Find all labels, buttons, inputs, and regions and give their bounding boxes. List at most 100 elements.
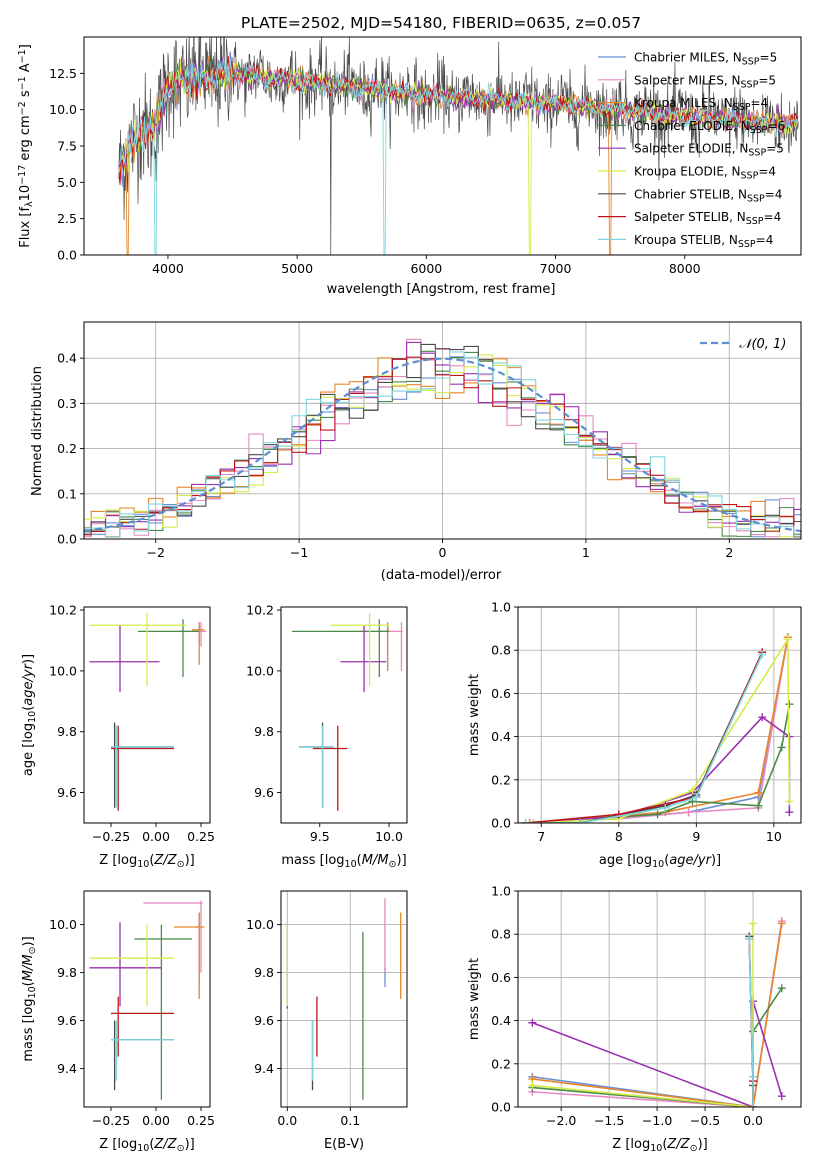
x-axis-label: (data-model)/error (381, 568, 502, 583)
series-point-chabrier-elodie (777, 743, 786, 752)
y-tick-label: 9.6 (254, 785, 274, 800)
y-tick-label: 1.0 (491, 884, 511, 899)
y-tick-label: 0.6 (491, 970, 511, 985)
y-tick-label: 0.0 (57, 248, 77, 263)
plot-layer: 4000 5000 6000 7000 80000.02.55.07.510.012.5… (17, 36, 802, 1154)
x-tick-label: 0.00 (142, 1113, 170, 1128)
y-tick-label: 0.2 (491, 772, 511, 787)
error-bar-chabrier-elodie (134, 924, 192, 1100)
series-point-kroupa-stelib (521, 819, 530, 823)
spectrum-line-kroupa-stelib (118, 57, 799, 255)
x-axis-label: age [log10(age/yr)] (599, 853, 721, 870)
y-tick-label: 9.6 (57, 1013, 77, 1028)
axes-mass-vs-EBV: 0.0 0.1 9.4 9.6 9.8 10.0 E(B-V) (246, 890, 408, 1152)
y-tick-label: 10.0 (49, 102, 77, 117)
legend-label: Chabrier STELIB, NSSP=4 (634, 187, 782, 204)
axes-spectrum: 4000 5000 6000 7000 8000 0.0 2.5 5.0 7.5 10.0 12.5… (17, 36, 802, 297)
normal-curve (84, 357, 801, 533)
y-tick-label: 0.2 (57, 441, 77, 456)
plot-area-mass-weight-vs-age (518, 607, 801, 823)
y-tick-label: 0.4 (491, 729, 511, 744)
series-point-chabrier-elodie (785, 700, 794, 709)
series-point-kroupa-stelib (745, 934, 754, 943)
series-point-kroupa-elodie (783, 635, 792, 644)
series-line-kroupa-miles (529, 637, 789, 823)
axes-frame (517, 606, 802, 824)
x-tick-label: −0.25 (92, 829, 130, 844)
x-tick-label: −0.25 (92, 1113, 130, 1128)
x-tick-label: −1 (290, 545, 308, 560)
error-bar-kroupa-elodie (89, 613, 187, 687)
series-line-kroupa-stelib (525, 654, 763, 823)
x-tick-label: 10 (766, 829, 782, 844)
series-line-kroupa-elodie (533, 638, 791, 823)
error-bar-kroupa-stelib (111, 725, 174, 808)
y-tick-label: 9.8 (57, 724, 77, 739)
series-point-kroupa-miles (754, 788, 763, 797)
spectrum-line-salpeter-stelib (118, 55, 799, 186)
histogram-salpeter-elodie (84, 341, 801, 531)
x-tick-label: −2 (146, 545, 164, 560)
y-tick-label: 10.0 (49, 663, 77, 678)
x-tick-label: 7000 (540, 261, 572, 276)
y-tick-label: 9.4 (254, 1061, 274, 1076)
x-tick-label: 9 (692, 829, 700, 844)
series-point-kroupa-stelib (758, 650, 767, 659)
legend-label: Kroupa ELODIE, NSSP=4 (634, 165, 776, 182)
plot-area-residuals (84, 322, 801, 539)
x-axis-label: Z [log10(Z/Z⊙)] (99, 853, 194, 870)
y-tick-label: 10.2 (49, 603, 77, 618)
x-tick-label: −1.0 (642, 1113, 672, 1128)
plot-area-age-vs-mass (292, 613, 403, 811)
error-bar-salpeter-stelib (111, 996, 174, 1057)
y-tick-label: 10.0 (49, 917, 77, 932)
axes-frame (280, 606, 408, 824)
series-point-kroupa-elodie (529, 819, 538, 823)
series-point-kroupa-elodie (688, 786, 697, 795)
axes-residuals: −2 −1 0 1 2 0.0 0.1 0.2 0.3 0.4 𝒩(0, 1) (data-model… (30, 321, 802, 583)
y-tick-label: 9.4 (57, 1061, 77, 1076)
spectrum-line-kroupa-elodie (118, 59, 799, 255)
x-tick-label: 7 (537, 829, 545, 844)
y-tick-label: 0.8 (491, 927, 511, 942)
x-tick-label: 1 (582, 545, 590, 560)
series-point-kroupa-miles (525, 819, 534, 823)
y-axis-label: age [log10(age/yr)] (21, 654, 38, 776)
figure-title: PLATE=2502, MJD=54180, FIBERID=0635, z=0… (241, 14, 641, 32)
y-tick-label: 7.5 (57, 139, 77, 154)
y-tick-label: 12.5 (49, 66, 77, 81)
series-point-kroupa-elodie (785, 797, 794, 806)
y-tick-label: 0.2 (491, 1056, 511, 1071)
y-axis-label: mass weight (467, 674, 482, 756)
plot-area-mass-vs-EBV (281, 891, 407, 1107)
y-axis-label: mass weight (467, 958, 482, 1040)
x-tick-label: 5000 (281, 261, 313, 276)
series-point-salpeter-miles (684, 808, 693, 817)
axes-mass-weight-vs-Z: −2.0 −1.5 −1.0 −0.5 0.0 0.0 0.2 0.4 0.6 0.8 1.0 Z [… (467, 884, 802, 1154)
x-axis-label: Z [log10(Z/Z⊙)] (612, 1137, 707, 1154)
x-tick-label: 0.0 (743, 1113, 763, 1128)
error-bar-kroupa-miles (386, 622, 389, 671)
error-bar-salpeter-miles (143, 900, 203, 973)
y-tick-label: 9.6 (254, 1013, 274, 1028)
series-point-kroupa-stelib (692, 793, 701, 802)
x-axis-label: wavelength [Angstrom, rest frame] (327, 282, 556, 297)
error-bar-chabrier-stelib (111, 1020, 174, 1091)
y-tick-label: 9.8 (254, 724, 274, 739)
legend-label: Salpeter STELIB, NSSP=4 (634, 210, 781, 227)
plot-area-age-vs-Z (89, 613, 207, 811)
y-tick-label: 10.2 (246, 603, 274, 618)
series-point-salpeter-elodie (758, 713, 767, 722)
axes-frame (83, 890, 211, 1108)
x-tick-label: 9.5 (310, 829, 330, 844)
legend: 𝒩(0, 1) (700, 337, 786, 352)
axes-age-vs-mass: 9.5 10.0 9.6 9.8 10.0 10.2 mass [log10(M/M⊙)] (246, 603, 408, 870)
series-point-kroupa-elodie (749, 919, 758, 928)
series-point-kroupa-stelib (749, 1103, 758, 1107)
legend-label: Salpeter MILES, NSSP=5 (634, 73, 776, 90)
axes-frame (83, 606, 211, 824)
axes-mass-weight-vs-age: 7 8 9 10 0.0 0.2 0.4 0.6 0.8 1.0 age [log10(age/yr… (467, 600, 802, 870)
error-bar-chabrier-elodie (138, 619, 200, 677)
x-tick-label: 0.25 (187, 1113, 215, 1128)
